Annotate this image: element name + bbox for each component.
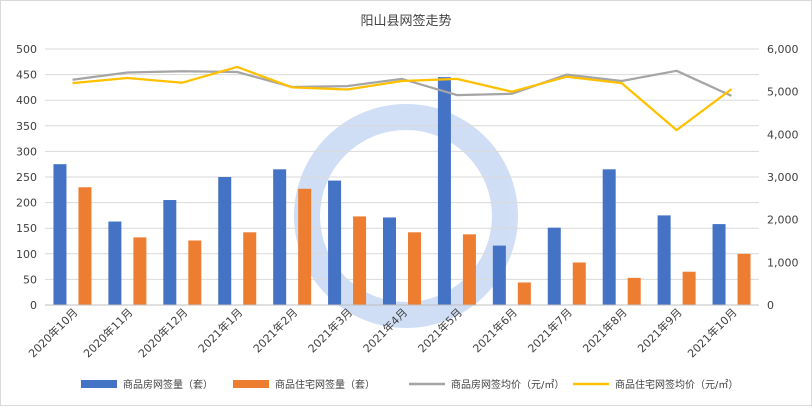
lines [72,65,733,132]
legend-swatch [81,380,117,388]
right-tick-label: 0 [767,299,774,312]
bar-residential [572,262,586,305]
left-tick-label: 50 [23,273,37,286]
x-tick-label: 2020年10月 [25,305,80,360]
bar-residential [243,232,257,305]
watermark-logo [294,104,518,328]
left-tick-label: 0 [30,299,37,312]
bar-commercial [602,169,616,305]
bar-commercial [657,215,671,305]
left-tick-label: 300 [16,145,37,158]
x-tick-label: 2021年1月 [195,305,245,355]
bar-commercial [218,177,232,305]
right-tick-label: 6,000 [767,43,799,56]
bar-residential [462,234,476,305]
left-tick-label: 150 [16,222,37,235]
line-series-2 [72,69,732,97]
bar-residential [133,237,147,305]
bar-residential [682,271,696,305]
legend-label: 商品房网签量（套） [123,378,213,391]
left-tick-label: 350 [16,120,37,133]
left-axis: 0 50 100 150 200 250 300 350 400 450 500 [16,43,37,312]
bar-residential [298,188,312,305]
left-tick-label: 450 [16,69,37,82]
x-tick-label: 2021年9月 [635,305,685,355]
x-tick-label: 2021年8月 [580,305,630,355]
left-tick-label: 400 [16,94,37,107]
x-tick-label: 2020年12月 [135,305,190,360]
bar-commercial [712,224,726,305]
right-tick-label: 4,000 [767,128,799,141]
bar-commercial [163,200,177,305]
legend-label: 商品住宅网签量（套） [275,378,375,391]
chart-title: 阳山县网签走势 [360,13,451,29]
x-axis: 2020年10月 2020年11月 2020年12月 2021年1月 2021年2月 20… [25,304,759,360]
legend: 商品房网签量（套） 商品住宅网签量（套） 商品房网签均价（元/㎡） 商品住宅网签均价（… [81,378,738,391]
bars [53,77,751,305]
bar-commercial [437,77,451,305]
left-tick-label: 200 [16,197,37,210]
line-series-3 [72,65,733,132]
legend-swatch [233,380,269,388]
x-tick-label: 2021年10月 [685,305,740,360]
right-tick-label: 2,000 [767,214,799,227]
right-axis: 0 1,000 2,000 3,000 4,000 5,000 6,000 [767,43,799,312]
bar-residential [517,282,531,305]
bar-commercial [108,221,122,305]
bar-commercial [53,164,67,305]
right-tick-label: 3,000 [767,171,799,184]
bar-commercial [383,217,396,305]
x-tick-label: 2021年6月 [470,305,520,355]
bar-residential [188,240,202,305]
bar-commercial [328,180,342,305]
x-tick-label: 2021年2月 [250,305,300,355]
bar-residential [78,187,92,305]
bar-residential [408,232,421,305]
right-tick-label: 1,000 [767,256,799,269]
left-tick-label: 100 [16,248,37,261]
bar-residential [737,253,751,305]
bar-residential [353,216,367,305]
left-tick-label: 500 [16,43,37,56]
legend-label: 商品房网签均价（元/㎡） [451,378,564,391]
x-tick-label: 2021年7月 [525,305,575,355]
x-tick-label: 2021年3月 [305,305,355,355]
bar-residential [627,277,641,305]
bar-commercial [273,169,287,305]
legend-label: 商品住宅网签均价（元/㎡） [615,378,738,391]
bar-commercial [547,227,561,305]
x-tick-label: 2020年11月 [80,305,135,360]
left-tick-label: 250 [16,171,37,184]
bar-commercial [492,245,506,305]
right-tick-label: 5,000 [767,86,799,99]
